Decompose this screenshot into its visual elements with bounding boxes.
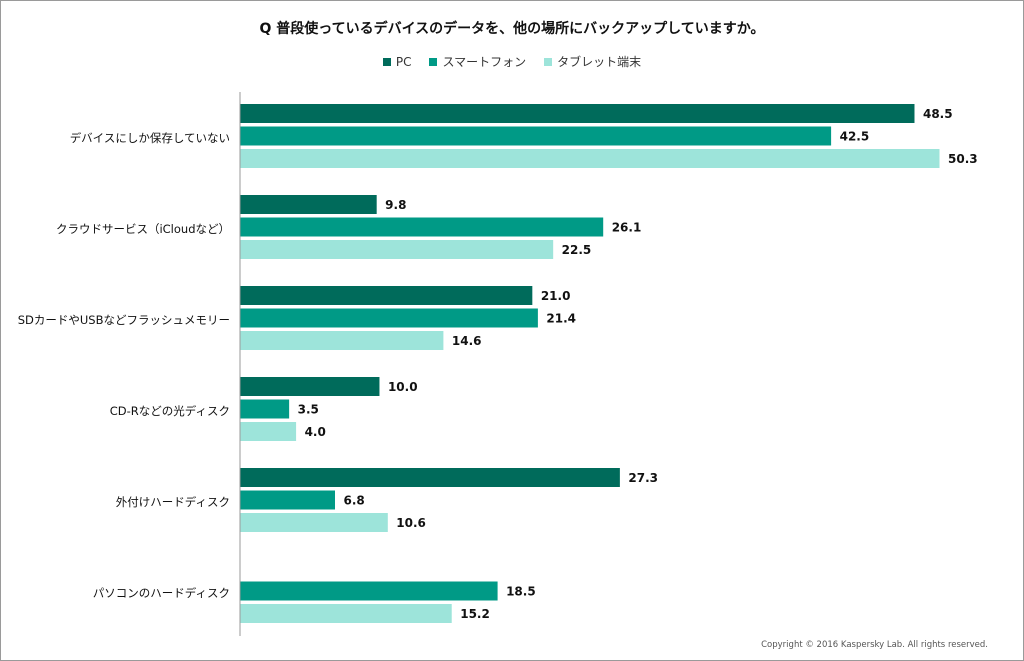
category-label: パソコンのハードディスク: [93, 586, 230, 600]
data-label: 21.0: [541, 289, 571, 303]
data-label: 21.4: [546, 312, 576, 326]
data-label: 6.8: [343, 494, 364, 508]
data-label: 48.5: [923, 107, 953, 121]
data-label: 22.5: [562, 243, 592, 257]
bar: [240, 377, 380, 396]
bar: [240, 422, 297, 441]
legend-label: PC: [395, 54, 412, 69]
legend-swatch: [382, 57, 391, 66]
bar: [240, 604, 452, 623]
bar: [240, 513, 388, 532]
category-label: CD-Rなどの光ディスク: [110, 404, 230, 418]
category-label: 外付けハードディスク: [116, 495, 230, 509]
legend-item: スマートフォン: [429, 53, 526, 70]
bar: [240, 217, 604, 237]
bar: [240, 331, 444, 350]
bar: [240, 240, 554, 259]
data-label: 15.2: [460, 607, 490, 621]
category-label: クラウドサービス（iCloudなど）: [56, 222, 230, 236]
legend: PC スマートフォン タブレット端末: [0, 53, 1024, 70]
bar: [240, 308, 538, 328]
legend-label: スマートフォン: [442, 55, 527, 69]
data-label: 50.3: [948, 152, 978, 166]
data-label: 3.5: [298, 403, 319, 417]
data-label: 4.0: [305, 425, 326, 439]
data-label: 18.5: [506, 585, 536, 599]
bar: [240, 468, 620, 487]
copyright-text: Copyright © 2016 Kaspersky Lab. All righ…: [761, 640, 988, 650]
bar: [240, 149, 940, 168]
data-label: 10.0: [388, 380, 418, 394]
legend-item: タブレット端末: [544, 53, 641, 70]
data-label: 42.5: [840, 130, 870, 144]
data-label: 10.6: [396, 516, 426, 530]
data-label: 27.3: [628, 471, 658, 485]
bar: [240, 399, 290, 419]
bar: [240, 490, 335, 510]
bar: [240, 126, 832, 146]
bar: [240, 581, 498, 601]
bar: [240, 195, 377, 214]
data-label: 9.8: [385, 198, 406, 212]
legend-swatch: [429, 57, 438, 66]
chart-title: Q 普段使っているデバイスのデータを、他の場所にバックアップしていますか。: [259, 21, 765, 37]
data-label: 26.1: [612, 221, 642, 235]
bar: [240, 104, 915, 123]
category-label: デバイスにしか保存していない: [70, 131, 230, 145]
legend-swatch: [544, 57, 553, 66]
category-label: SDカードやUSBなどフラッシュメモリー: [18, 313, 230, 327]
bar: [240, 286, 533, 305]
legend-label: タブレット端末: [557, 55, 642, 69]
data-label: 14.6: [452, 334, 482, 348]
legend-item: PC: [382, 53, 412, 70]
